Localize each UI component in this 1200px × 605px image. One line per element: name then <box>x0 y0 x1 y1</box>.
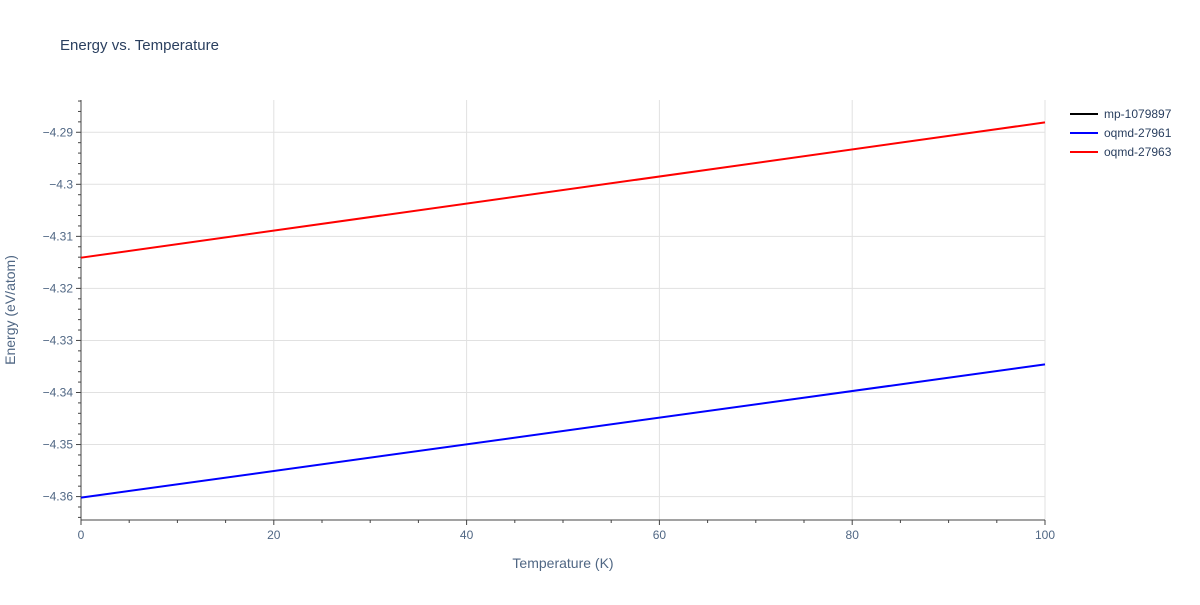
y-axis-title: Energy (eV/atom) <box>2 255 18 365</box>
legend-item-mp-1079897[interactable]: mp-1079897 <box>1070 107 1172 121</box>
axes: 0 20 40 60 80 100 −4.36 −4.35 −4.34 −4.33 −4.32 −4.… <box>43 100 1055 542</box>
y-tick-label: −4.35 <box>43 438 74 452</box>
plot-series <box>80 121 1046 499</box>
chart-title: Energy vs. Temperature <box>60 37 219 54</box>
legend-label: mp-1079897 <box>1104 107 1172 121</box>
y-tick-label: −4.33 <box>43 333 74 347</box>
legend-item-oqmd-27963[interactable]: oqmd-27963 <box>1070 145 1172 159</box>
y-tick-label: −4.34 <box>43 385 74 399</box>
legend-item-oqmd-27961[interactable]: oqmd-27961 <box>1070 126 1172 140</box>
x-tick-label: 40 <box>460 528 474 542</box>
y-tick-label: −4.36 <box>43 490 74 504</box>
series-line-oqmd-27961 <box>80 363 1046 499</box>
y-tick-label: −4.29 <box>43 125 74 139</box>
legend[interactable]: mp-1079897 oqmd-27961 oqmd-27963 <box>1070 107 1172 159</box>
series-line-oqmd-27963 <box>80 121 1046 259</box>
legend-label: oqmd-27961 <box>1104 126 1172 140</box>
x-tick-label: 20 <box>267 528 281 542</box>
x-axis-title: Temperature (K) <box>512 555 613 571</box>
x-tick-label: 0 <box>78 528 85 542</box>
y-tick-label: −4.32 <box>43 281 74 295</box>
x-tick-label: 100 <box>1035 528 1055 542</box>
y-tick-label: −4.3 <box>49 177 73 191</box>
x-tick-label: 80 <box>846 528 860 542</box>
legend-label: oqmd-27963 <box>1104 145 1172 159</box>
y-tick-label: −4.31 <box>43 229 74 243</box>
x-tick-label: 60 <box>653 528 667 542</box>
grid-lines <box>81 100 1046 520</box>
